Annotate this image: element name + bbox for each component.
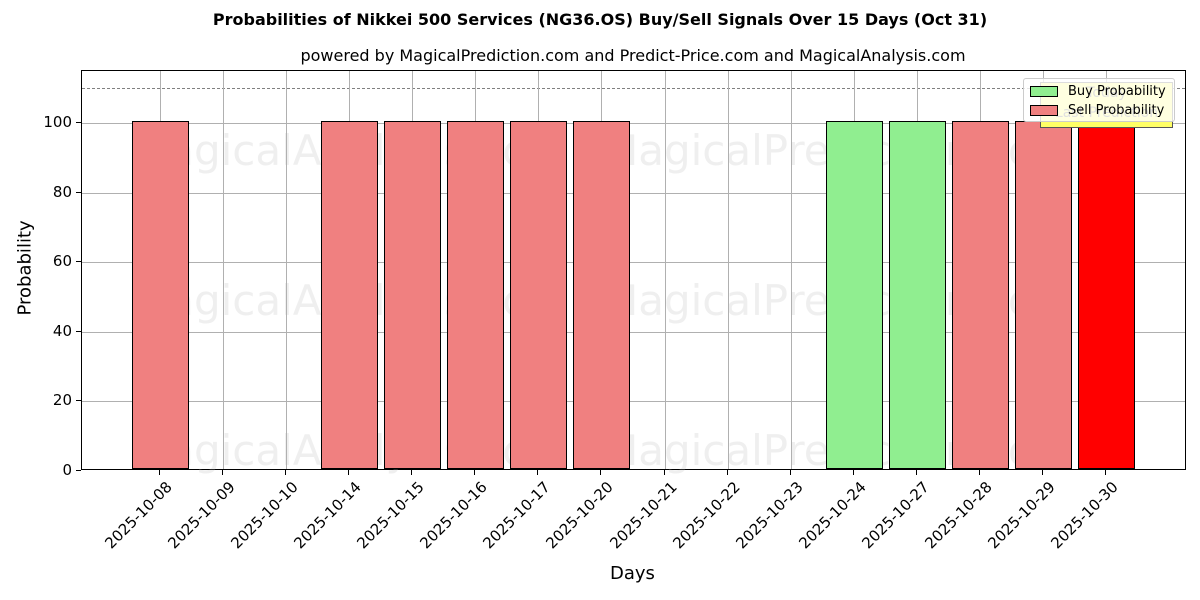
legend-item-buy: Buy Probability — [1030, 82, 1166, 100]
x-tick-mark — [222, 470, 224, 475]
sell-bar — [510, 121, 568, 469]
grid-line-horizontal — [82, 123, 1185, 125]
sell-bar — [321, 121, 379, 469]
sell-bar — [132, 121, 189, 469]
y-tick-mark — [76, 191, 81, 193]
sell-bar — [447, 121, 505, 469]
sell-swatch-icon — [1030, 104, 1058, 116]
buy-swatch-icon — [1030, 85, 1058, 97]
sell-bar — [1014, 121, 1072, 469]
chart-subtitle: powered by MagicalPrediction.com and Pre… — [300, 46, 966, 65]
grid-line-horizontal — [82, 331, 1185, 333]
x-tick-mark — [852, 470, 854, 475]
legend-buy-label: Buy Probability — [1068, 83, 1166, 99]
y-tick-mark — [76, 261, 81, 263]
y-tick-label: 40 — [52, 321, 72, 340]
x-tick-mark — [915, 470, 917, 475]
y-tick-label: 100 — [43, 113, 72, 132]
sell-bar — [1078, 121, 1136, 469]
x-axis-label: Days — [610, 563, 655, 584]
y-axis-label: Probability — [14, 220, 36, 316]
grid-line-horizontal — [82, 401, 1185, 403]
x-tick-mark — [474, 470, 476, 475]
y-tick-label: 80 — [52, 182, 72, 201]
buy-bar — [825, 121, 883, 469]
chart-title: Probabilities of Nikkei 500 Services (NG… — [212, 10, 988, 29]
x-tick-mark — [600, 470, 602, 475]
x-tick-mark — [348, 470, 350, 475]
sell-bar — [573, 121, 631, 469]
x-tick-mark — [726, 470, 728, 475]
y-tick-label: 0 — [62, 461, 72, 479]
y-tick-mark — [76, 470, 81, 471]
x-tick-mark — [285, 470, 287, 475]
grid-line-vertical — [286, 71, 288, 469]
reference-line — [82, 88, 1185, 90]
x-tick-mark — [663, 470, 665, 475]
grid-line-vertical — [223, 71, 225, 469]
sell-bar — [951, 121, 1009, 469]
grid-line-vertical — [790, 71, 792, 469]
legend: Buy Probability Sell Probability — [1023, 78, 1175, 122]
x-tick-mark — [789, 470, 791, 475]
x-tick-mark — [1105, 470, 1107, 475]
plot-area: MagicalAnalysis.comMagicalPrediction.com… — [81, 70, 1186, 475]
grid-line-horizontal — [82, 192, 1185, 194]
legend-item-sell: Sell Probability — [1030, 101, 1164, 119]
legend-sell-label: Sell Probability — [1068, 102, 1165, 118]
sell-bar — [384, 121, 442, 469]
grid-line-vertical — [727, 71, 729, 469]
x-tick-mark — [1041, 470, 1043, 475]
x-tick-mark — [537, 470, 539, 475]
y-tick-mark — [76, 122, 81, 124]
x-tick-mark — [411, 470, 413, 475]
grid-line-horizontal — [82, 262, 1185, 264]
y-tick-label: 60 — [52, 252, 72, 271]
grid-line-vertical — [664, 71, 666, 469]
y-tick-mark — [76, 400, 81, 402]
buy-bar — [888, 121, 946, 469]
y-tick-mark — [76, 330, 81, 332]
y-tick-label: 20 — [52, 391, 72, 410]
x-tick-mark — [978, 470, 980, 475]
x-tick-mark — [159, 470, 160, 475]
